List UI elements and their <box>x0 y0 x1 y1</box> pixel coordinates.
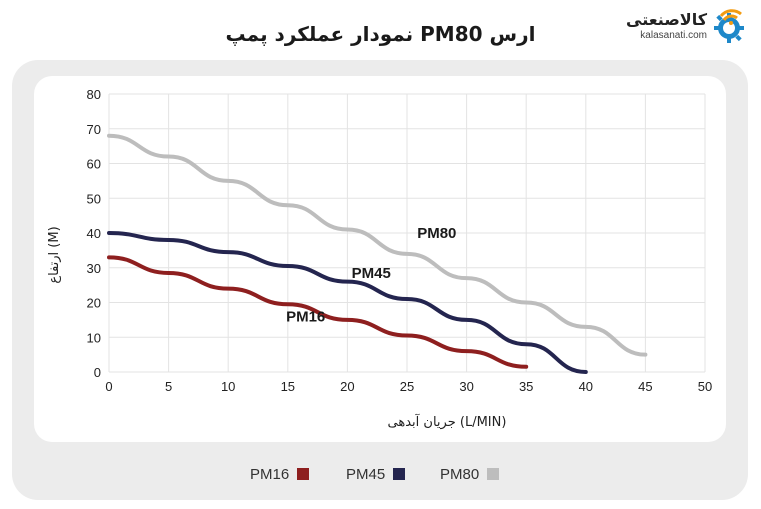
y-tick-label: 50 <box>87 191 101 206</box>
y-tick-label: 70 <box>87 122 101 137</box>
gear-wifi-icon <box>714 9 744 43</box>
logo-name: کالاصنعتی <box>626 10 707 29</box>
legend-label: PM45 <box>346 465 386 483</box>
y-tick-label: 60 <box>87 157 101 172</box>
x-tick-label: 30 <box>459 379 473 394</box>
series <box>107 133 648 374</box>
brand-logo[interactable]: کالاصنعتی kalasanati.com <box>617 6 747 46</box>
x-tick-label: 20 <box>340 379 354 394</box>
grid <box>108 93 706 373</box>
legend-item-pm80: PM80 <box>440 462 500 486</box>
y-tick-label: 30 <box>87 261 101 276</box>
y-tick-label: 40 <box>87 226 101 241</box>
x-tick-label: 35 <box>519 379 533 394</box>
x-tick-label: 50 <box>698 379 712 394</box>
legend-label: PM16 <box>250 465 290 483</box>
x-tick-label: 25 <box>400 379 414 394</box>
series-labels: PM80 PM45 PM16 <box>286 225 456 325</box>
legend-swatch <box>393 468 406 480</box>
y-tick-label: 20 <box>87 296 101 311</box>
x-tick-label: 40 <box>579 379 593 394</box>
x-tick-label: 0 <box>105 379 112 394</box>
y-axis-label: ارتفاع (M) <box>47 226 62 283</box>
series-annotation-pm45: PM45 <box>352 265 391 282</box>
series-line-pm80 <box>107 133 648 357</box>
legend-item-pm16: PM16 <box>250 462 310 486</box>
page-title: نمودار عملکرد پمپ PM80 ارس <box>225 22 536 46</box>
x-axis-label: جریان آبدهی (L/MIN) <box>388 413 507 430</box>
axes: 0 5 10 15 20 25 30 35 40 45 50 0 10 20 30 40 50 60 70 80 <box>87 87 713 394</box>
legend-swatch <box>297 468 310 480</box>
logo-url: kalasanati.com <box>640 30 707 41</box>
x-tick-label: 10 <box>221 379 235 394</box>
series-annotation-pm16: PM16 <box>286 309 325 326</box>
legend-label: PM80 <box>440 465 480 483</box>
legend-item-pm45: PM45 <box>346 462 406 486</box>
y-tick-label: 10 <box>87 330 101 345</box>
x-tick-label: 15 <box>281 379 295 394</box>
legend-swatch <box>487 468 500 480</box>
x-tick-label: 45 <box>638 379 652 394</box>
series-annotation-pm80: PM80 <box>417 225 456 242</box>
legend: PM80 PM45 PM16 <box>0 462 761 486</box>
y-tick-label: 80 <box>87 87 101 102</box>
x-tick-label: 5 <box>165 379 172 394</box>
series-line-pm45 <box>107 231 588 374</box>
y-tick-label: 0 <box>94 365 101 380</box>
series-line-pm16 <box>107 255 529 369</box>
chart-inner-panel <box>34 76 726 442</box>
